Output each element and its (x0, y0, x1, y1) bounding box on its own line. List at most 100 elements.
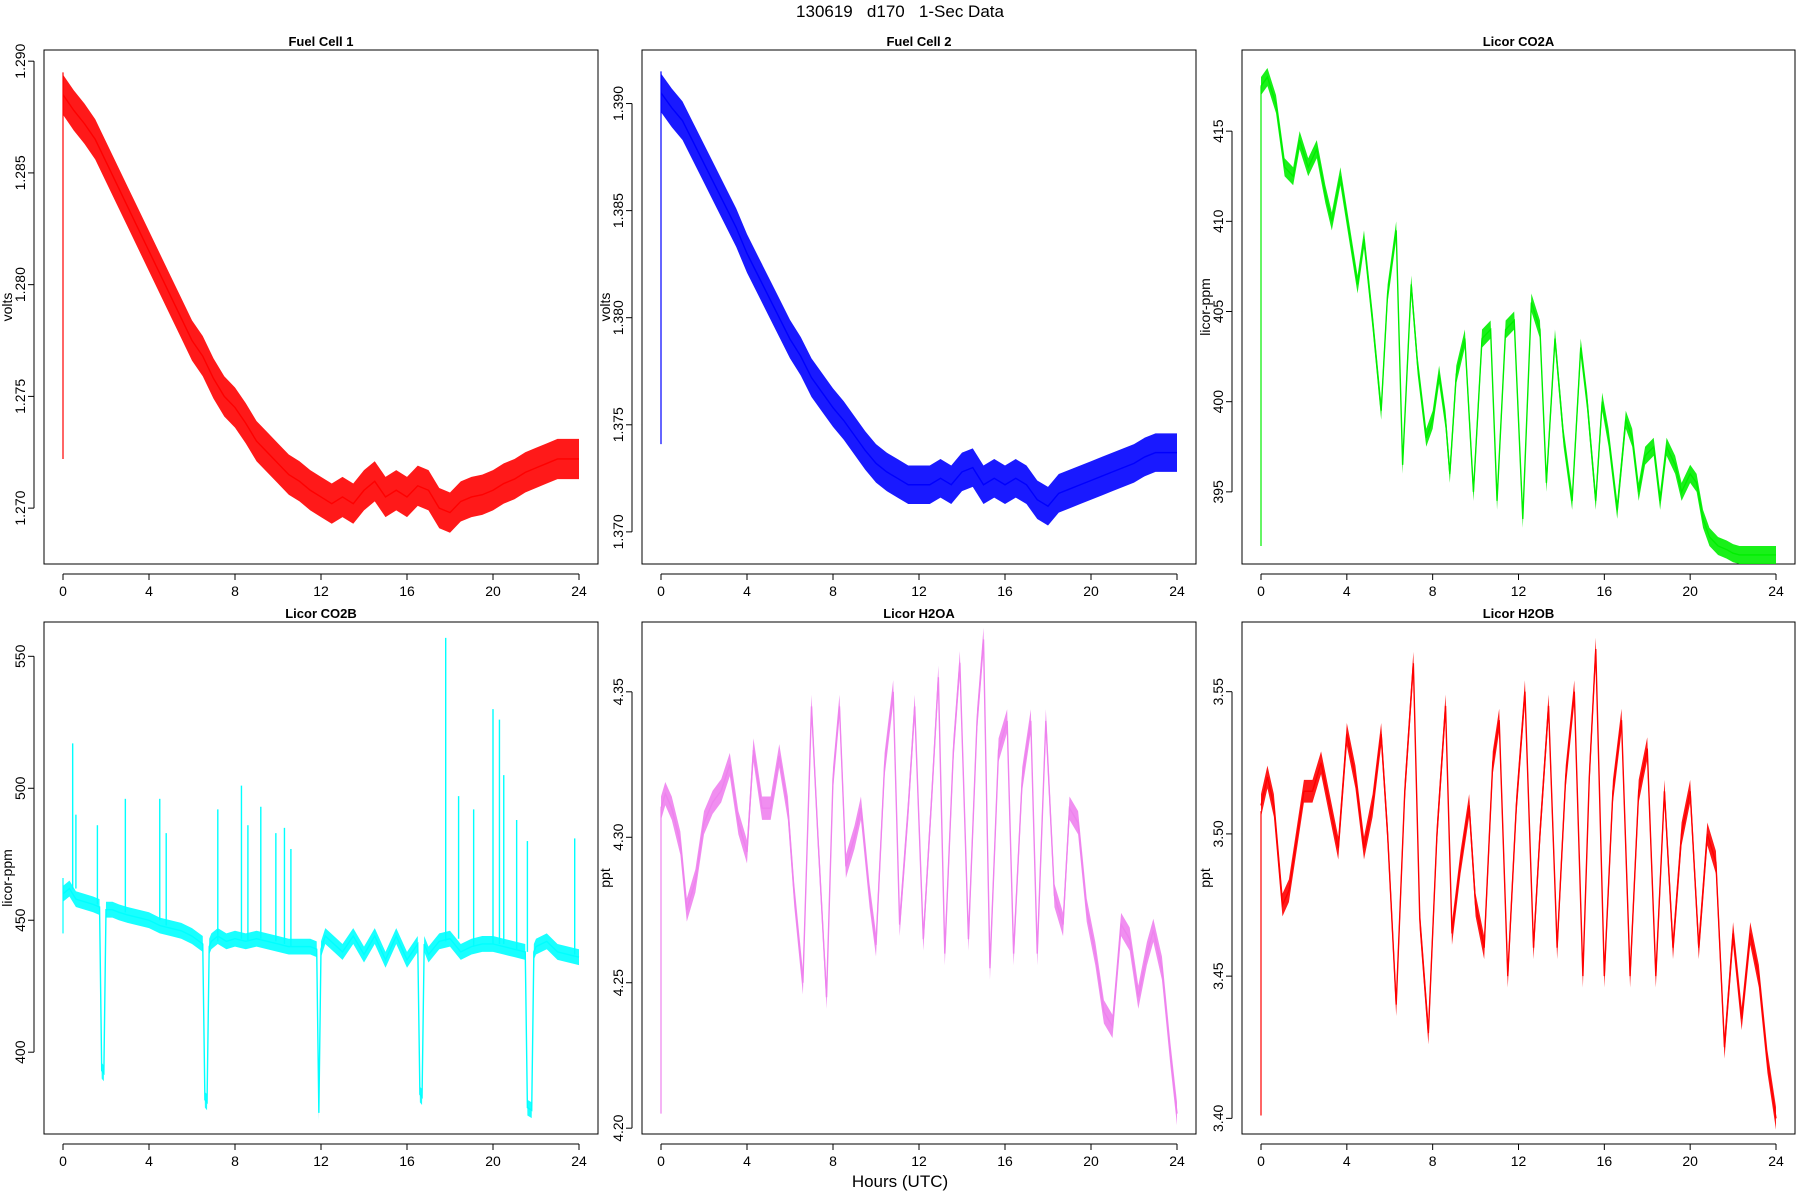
x-tick-label: 24 (1169, 1153, 1185, 1169)
y-tick-label: 4.30 (610, 823, 626, 850)
x-tick-label: 12 (911, 583, 927, 599)
series-band (63, 74, 579, 533)
x-tick-label: 24 (571, 583, 587, 599)
panel-title: Fuel Cell 1 (288, 34, 353, 49)
x-tick-label: 20 (1682, 1153, 1698, 1169)
x-axis-label: Hours (UTC) (851, 1172, 949, 1191)
y-tick-label: 405 (1210, 300, 1226, 324)
plot-frame (43, 621, 599, 1135)
y-tick-label: 1.370 (610, 514, 626, 549)
panel-title: Licor H2OA (883, 606, 955, 621)
x-tick-label: 12 (911, 1153, 927, 1169)
series-line (660, 92, 1177, 508)
chart-panel: Fuel Cell 2 volts 0 4 8 12 16 20 24 1.370 1.375 1.3… (597, 34, 1197, 599)
chart-panel: Licor H2OA ppt 0 4 8 12 16 20 24 4.20 4.25 4.30 4.35 (597, 606, 1197, 1169)
plot-frame (43, 49, 599, 565)
y-tick-label: 1.275 (12, 379, 28, 414)
y-tick-label: 3.45 (1210, 962, 1226, 989)
y-axis-label: ppt (1197, 868, 1213, 888)
y-tick-label: 1.270 (12, 490, 28, 525)
x-tick-label: 24 (1768, 1153, 1784, 1169)
panel-title: Fuel Cell 2 (886, 34, 951, 49)
x-tick-label: 16 (997, 583, 1013, 599)
x-tick-label: 8 (829, 583, 837, 599)
x-tick-label: 20 (485, 583, 501, 599)
panel-title: Licor CO2B (285, 606, 357, 621)
y-tick-label: 400 (1210, 390, 1226, 414)
series-band (1261, 68, 1776, 564)
series-line (62, 94, 579, 514)
x-tick-label: 12 (1511, 1153, 1527, 1169)
y-tick-label: 415 (1210, 119, 1226, 143)
chart-panel: Fuel Cell 1 volts 0 4 8 12 16 20 24 1.270 1.275 1.2… (0, 34, 599, 599)
y-tick-label: 395 (1210, 480, 1226, 504)
y-tick-label: 1.385 (610, 193, 626, 228)
x-tick-label: 0 (657, 583, 665, 599)
panel-title: Licor H2OB (1483, 606, 1555, 621)
series-band (1261, 637, 1776, 1130)
x-tick-label: 8 (231, 583, 239, 599)
x-tick-label: 0 (1257, 1153, 1265, 1169)
x-tick-label: 0 (59, 1153, 67, 1169)
y-tick-label: 1.285 (12, 155, 28, 190)
x-tick-label: 24 (1169, 583, 1185, 599)
y-tick-label: 4.25 (610, 969, 626, 996)
x-tick-label: 12 (313, 583, 329, 599)
plot-frame (1241, 49, 1796, 565)
x-tick-label: 16 (1597, 583, 1613, 599)
y-tick-label: 1.380 (610, 300, 626, 335)
chart-panel: Licor H2OB ppt 0 4 8 12 16 20 24 3.40 3.45 3.50 3.55 (1197, 606, 1796, 1169)
panel-title: Licor CO2A (1483, 34, 1555, 49)
x-tick-label: 8 (829, 1153, 837, 1169)
plot-frame (641, 621, 1197, 1135)
plot-frame (641, 49, 1197, 565)
x-tick-label: 0 (657, 1153, 665, 1169)
x-tick-label: 20 (1083, 583, 1099, 599)
chart-panel: Licor CO2A licor-ppm 0 4 8 12 16 20 24 395 400 405 4… (1197, 34, 1796, 599)
x-tick-label: 4 (743, 1153, 751, 1169)
y-tick-label: 1.280 (12, 267, 28, 302)
x-tick-label: 16 (1597, 1153, 1613, 1169)
x-tick-label: 4 (1343, 583, 1351, 599)
x-tick-label: 4 (1343, 1153, 1351, 1169)
x-tick-label: 24 (571, 1153, 587, 1169)
y-tick-label: 450 (12, 908, 28, 932)
series-band (63, 880, 579, 1121)
series-line (1260, 75, 1776, 556)
x-tick-label: 0 (1257, 583, 1265, 599)
chart-panel: Licor CO2B licor-ppm 0 4 8 12 16 20 24 400 450 500 5… (0, 606, 599, 1169)
y-tick-label: 550 (12, 644, 28, 668)
x-tick-label: 16 (997, 1153, 1013, 1169)
y-tick-label: 410 (1210, 209, 1226, 233)
x-tick-label: 8 (231, 1153, 239, 1169)
series-band (661, 73, 1177, 526)
y-axis-label: ppt (597, 868, 613, 888)
x-tick-label: 12 (313, 1153, 329, 1169)
series-line (660, 639, 1178, 1114)
x-tick-label: 4 (145, 583, 153, 599)
x-tick-label: 4 (145, 1153, 153, 1169)
figure-title: 130619 d170 1-Sec Data (796, 2, 1004, 21)
y-tick-label: 500 (12, 776, 28, 800)
x-tick-label: 16 (399, 1153, 415, 1169)
y-tick-label: 1.390 (610, 86, 626, 121)
y-tick-label: 1.290 (12, 43, 28, 78)
y-tick-label: 1.375 (610, 407, 626, 442)
x-tick-label: 12 (1511, 583, 1527, 599)
y-axis-label: licor-ppm (0, 849, 15, 907)
y-tick-label: 400 (12, 1040, 28, 1064)
plot-frame (1241, 621, 1796, 1135)
x-tick-label: 24 (1768, 583, 1784, 599)
y-tick-label: 3.40 (1210, 1105, 1226, 1132)
x-tick-label: 16 (399, 583, 415, 599)
y-tick-label: 3.50 (1210, 820, 1226, 847)
y-tick-label: 3.55 (1210, 678, 1226, 705)
x-tick-label: 20 (1682, 583, 1698, 599)
x-tick-label: 0 (59, 583, 67, 599)
x-tick-label: 20 (1083, 1153, 1099, 1169)
x-tick-label: 8 (1429, 1153, 1437, 1169)
series-line (1260, 648, 1777, 1119)
x-tick-label: 8 (1429, 583, 1437, 599)
x-tick-label: 20 (485, 1153, 501, 1169)
